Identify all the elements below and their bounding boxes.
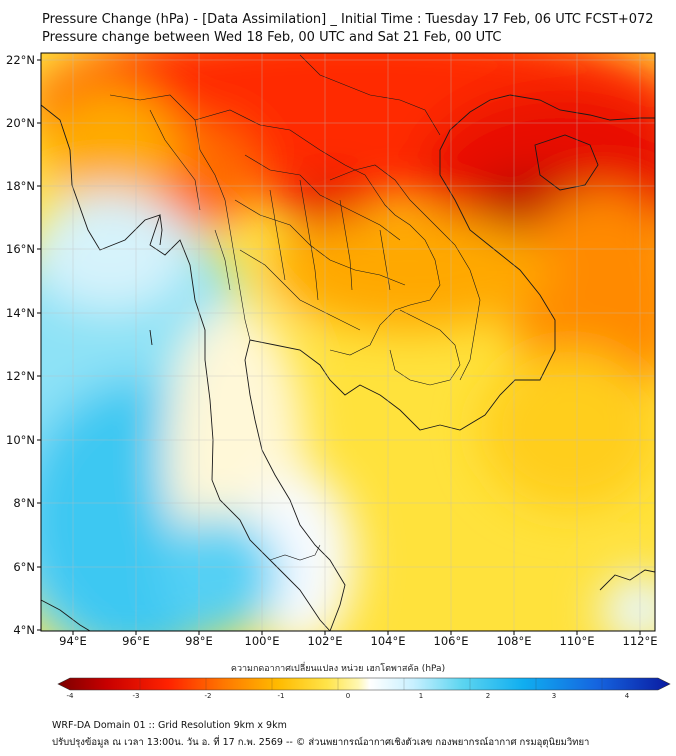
lon-tick-108: 108°E — [497, 634, 532, 648]
cb-tick-3: 3 — [552, 692, 556, 700]
lon-tick-94: 94°E — [59, 634, 87, 648]
lon-tick-98: 98°E — [185, 634, 213, 648]
lat-tick-14: 14°N — [6, 306, 35, 320]
cb-tick-1: 1 — [419, 692, 423, 700]
lon-tick-104: 104°E — [371, 634, 406, 648]
cb-tick-4: 4 — [625, 692, 630, 700]
lon-tick-106: 106°E — [434, 634, 469, 648]
colorbar: -4 -3 -2 -1 0 1 2 3 4 — [57, 677, 671, 700]
graticule — [41, 53, 655, 631]
cb-tick-m4: -4 — [67, 692, 75, 700]
lon-tick-100: 100°E — [245, 634, 280, 648]
plot-frame — [40, 52, 656, 632]
lat-tick-16: 16°N — [6, 242, 35, 256]
cb-tick-0: 0 — [346, 692, 350, 700]
pressure-field — [41, 53, 655, 631]
lon-tick-112: 112°E — [623, 634, 658, 648]
cb-tick-m2: -2 — [205, 692, 212, 700]
lat-tick-8: 8°N — [13, 496, 35, 510]
lat-tick-6: 6°N — [13, 560, 35, 574]
lon-tick-102: 102°E — [308, 634, 343, 648]
lat-tick-10: 10°N — [6, 433, 35, 447]
lon-tick-110: 110°E — [560, 634, 595, 648]
lat-tick-4: 4°N — [13, 623, 35, 637]
map-subtitle: Pressure change between Wed 18 Feb, 00 U… — [42, 30, 502, 45]
update-info: ปรับปรุงข้อมูล ณ เวลา 13:00น. วัน อ. ที่… — [52, 737, 590, 748]
cb-tick-m1: -1 — [278, 692, 285, 700]
lat-tick-20: 20°N — [6, 116, 35, 130]
lon-tick-96: 96°E — [122, 634, 150, 648]
country-borders — [109, 54, 481, 561]
colorbar-label: ความกดอากาศเปลี่ยนแปลง หน่วย เฮกโตพาสคัล… — [230, 664, 446, 674]
cb-tick-m3: -3 — [133, 692, 140, 700]
lat-tick-22: 22°N — [6, 53, 35, 67]
lat-tick-12: 12°N — [6, 369, 35, 383]
lat-tick-18: 18°N — [6, 179, 35, 193]
model-info: WRF-DA Domain 01 :: Grid Resolution 9km … — [52, 720, 287, 731]
axis-labels: 94°E 96°E 98°E 100°E 102°E 104°E 106°E 1… — [6, 53, 657, 648]
pressure-change-map: 94°E 96°E 98°E 100°E 102°E 104°E 106°E 1… — [6, 52, 671, 700]
map-title: Pressure Change (hPa) - [Data Assimilati… — [42, 12, 654, 27]
coastlines — [41, 94, 655, 631]
cb-tick-2: 2 — [486, 692, 490, 700]
